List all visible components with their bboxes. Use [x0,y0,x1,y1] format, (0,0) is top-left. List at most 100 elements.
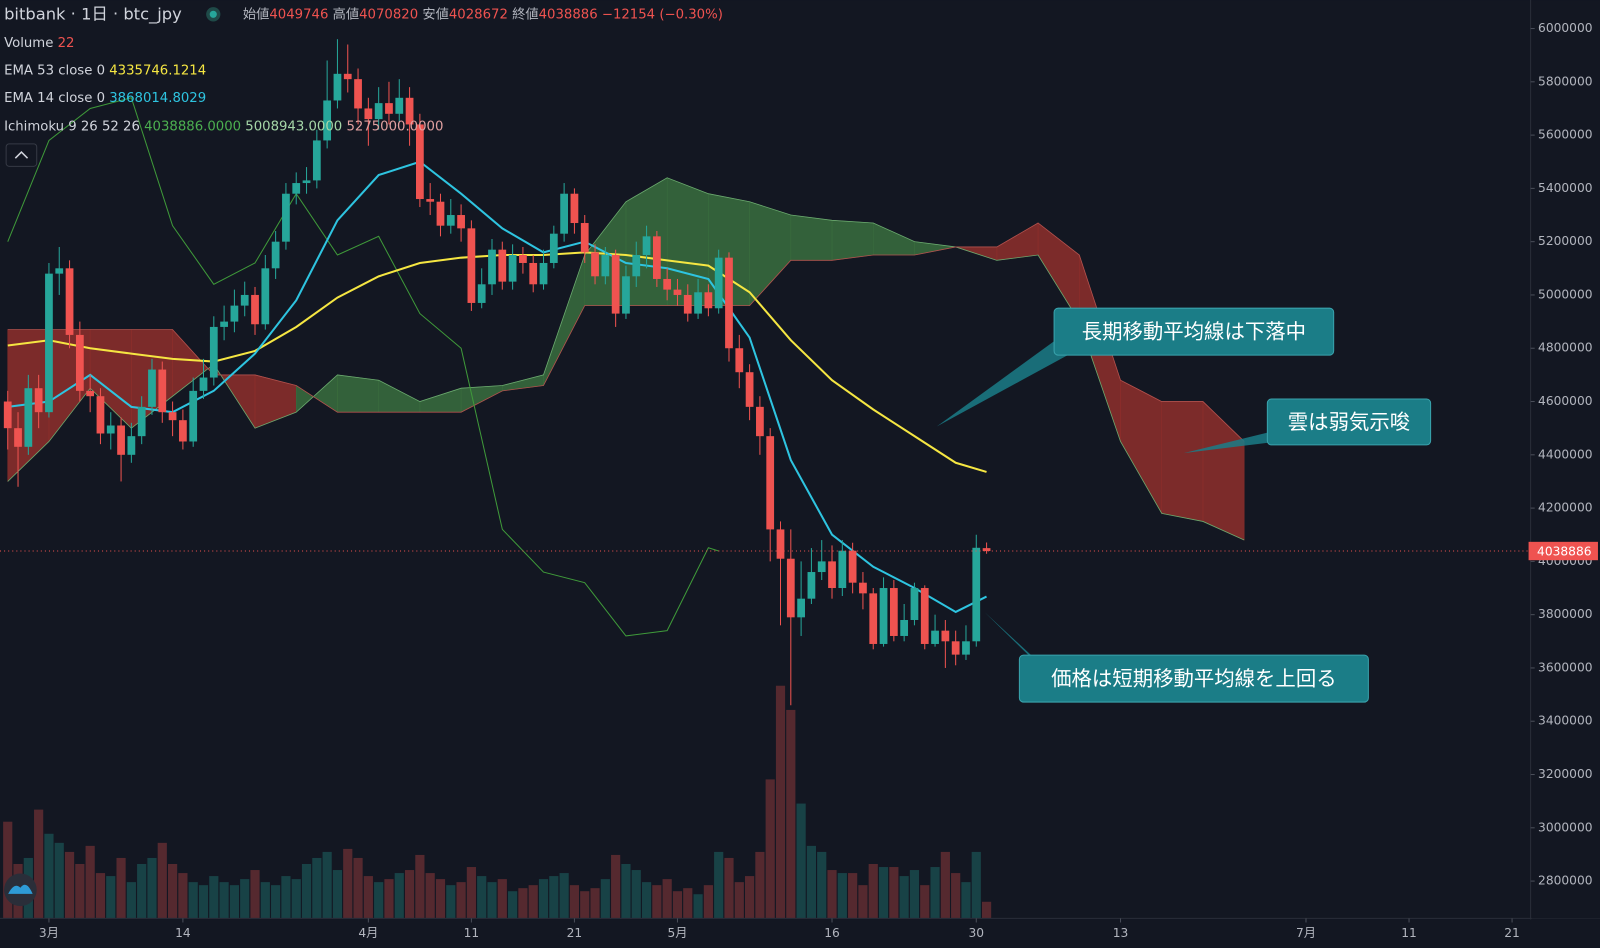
candle-body [127,436,136,455]
candle-body [869,593,878,644]
candle-body [343,73,352,80]
volume-bar [219,882,229,919]
volume-bar [508,891,518,919]
volume-bar [703,885,713,919]
candle-body [323,100,332,141]
candle-body [570,193,579,224]
volume-bar [580,891,590,919]
x-tick-label: 30 [968,926,984,940]
volume-bar [641,882,652,919]
collapse-button[interactable] [5,143,38,167]
volume-bar [724,857,734,919]
candle-body [828,561,836,589]
y-tick-label: 3000000 [1538,820,1593,834]
candle-body [34,388,43,413]
candle-body [539,262,548,285]
candle-body [859,582,867,594]
candle-body [14,428,22,447]
volume-bar [147,857,157,919]
change: −12154 [602,7,655,22]
volume-bar [353,857,363,919]
volume-bar [157,842,167,919]
candle-body [395,97,404,114]
candle-body [714,257,723,309]
volume-bar [693,894,703,919]
close-label: 終値 [512,6,539,22]
candle-body [158,369,167,413]
callout-text: 雲は弱気示唆 [1288,410,1410,434]
candle-body [189,390,198,442]
volume-bar [363,876,373,919]
y-tick-label: 4800000 [1538,341,1593,355]
volume-bar [549,876,559,919]
candle-body [766,436,775,530]
volume-bar [95,873,106,919]
x-tick-label: 16 [824,926,840,940]
candle-body [982,548,991,552]
volume-bar [466,867,476,919]
volume-bar [425,873,435,919]
candle-body [148,369,156,407]
y-tick-label: 4600000 [1538,394,1593,408]
volume-bar [281,876,291,919]
price-axis-bg [1531,0,1600,919]
candle-body [374,103,383,120]
volume-bar [683,888,693,919]
callout-box [1018,654,1369,703]
candle-body [694,292,702,314]
candle-body [745,372,754,407]
volume-bar [930,867,940,919]
time-axis-bg [0,919,1600,948]
x-tick-label: 3月 [39,926,59,940]
volume-bar [868,864,878,919]
y-tick-label: 5800000 [1538,74,1593,88]
volume-bar [951,873,961,919]
volume-bar [394,873,404,919]
candle-body [879,588,888,644]
candle-body [3,401,12,429]
ichimoku-name: Ichimoku 9 26 52 26 [4,120,140,135]
candle-body [972,547,981,642]
candle-body [230,305,239,322]
candle-body [951,641,960,655]
y-tick-label: 5200000 [1538,234,1593,248]
volume-bar [404,870,415,919]
volume-bar [765,779,775,919]
candle-body [498,249,507,282]
volume-bar [827,870,837,919]
candle-body [385,103,393,114]
y-tick-label: 6000000 [1538,21,1593,35]
change-pct: (−0.30%) [659,7,723,22]
candle-body [642,236,651,255]
candle-body [477,284,486,303]
candle-body [312,140,321,181]
candle-body [415,124,424,200]
candle-body [220,321,228,327]
candle-body [446,215,455,226]
low-value: 4028672 [449,7,508,22]
y-tick-label: 5400000 [1538,181,1593,195]
candle-body [45,273,53,413]
candle-body [55,268,64,274]
candle-body [786,558,795,618]
volume-bar [528,885,538,919]
candle-body [601,254,610,277]
volume-bar [240,879,250,919]
candle-body [75,334,84,391]
volume-bar [250,870,260,919]
y-tick-label: 5000000 [1538,287,1593,301]
callout-pointer [936,328,1072,427]
ichimoku-value: 5008943.0000 [245,120,342,135]
candle-body [622,276,630,314]
volume-bar [487,882,497,919]
volume-bar [775,685,786,919]
callout-box [1266,398,1432,446]
volume-bar [384,879,394,919]
y-tick-label: 3600000 [1538,660,1593,674]
candle-body [941,630,950,642]
candle-body [725,257,733,349]
ema53-value: 4335746.1214 [109,63,206,78]
x-tick-label: 5月 [667,926,687,940]
candle-body [652,236,661,279]
